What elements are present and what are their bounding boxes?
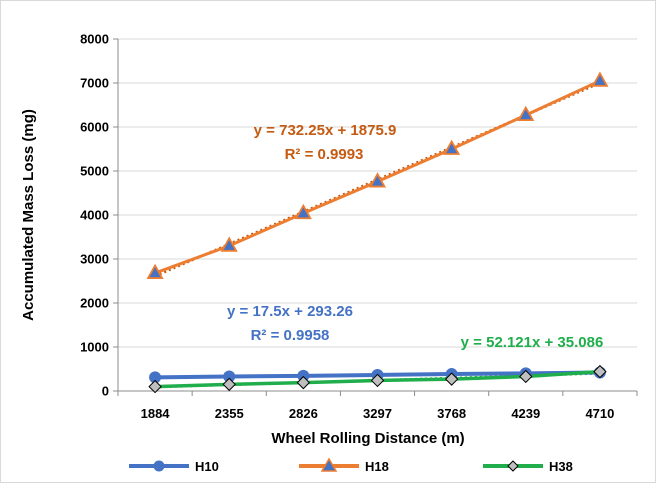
h38-trendline-equation: y = 52.121x + 35.086 [461, 334, 604, 351]
x-tick-label: 4710 [585, 406, 614, 421]
x-tick-label: 4239 [511, 406, 540, 421]
h38-point [222, 377, 236, 392]
y-tick-label: 7000 [80, 76, 109, 91]
legend: H10 H18 H38 [129, 457, 573, 474]
h38-point [296, 375, 311, 390]
series [146, 71, 609, 394]
tick-labels: 0 1000 2000 3000 4000 5000 6000 7000 8000 1884 235… [80, 32, 614, 422]
h18-point [591, 71, 609, 87]
h10-point [297, 369, 310, 382]
y-tick-label: 1000 [80, 340, 109, 355]
legend-label-h18: H18 [365, 459, 389, 474]
gridlines [118, 38, 637, 348]
h38-point [148, 379, 162, 394]
x-tick-label: 1884 [141, 406, 171, 421]
legend-label-h38: H38 [549, 459, 573, 474]
h38-point [444, 372, 459, 386]
h10-point [223, 370, 236, 383]
y-tick-label: 4000 [80, 208, 109, 223]
h38-point [370, 373, 385, 388]
legend-item-h38: H38 [483, 459, 573, 474]
h18-point [517, 105, 535, 122]
x-tick-label: 3768 [437, 406, 466, 421]
x-axis-title: Wheel Rolling Distance (m) [271, 430, 464, 447]
h18-point [220, 236, 238, 252]
y-tick-label: 3000 [80, 252, 109, 267]
h18-trendline-r2: R² = 0.9993 [285, 146, 364, 163]
legend-label-h10: H10 [195, 459, 219, 474]
y-tick-label: 6000 [80, 120, 109, 135]
h38-point [519, 369, 533, 384]
axes [113, 38, 638, 396]
y-axis-title: Accumulated Mass Loss (mg) [20, 109, 37, 321]
h18-point [443, 139, 461, 155]
h10-point [149, 371, 162, 384]
h18-point [294, 203, 312, 220]
y-tick-label: 2000 [80, 296, 109, 311]
h38-point [593, 364, 607, 379]
h10-trendline-equation: y = 17.5x + 293.26 [227, 303, 353, 320]
h18-point [368, 172, 387, 188]
h18-point [146, 263, 164, 279]
legend-item-h18: H18 [299, 457, 389, 474]
h10-trendline-r2: R² = 0.9958 [251, 327, 330, 344]
y-tick-label: 0 [102, 384, 109, 399]
x-tick-label: 2355 [215, 406, 244, 421]
y-tick-label: 5000 [80, 164, 109, 179]
x-tick-label: 2826 [289, 406, 318, 421]
legend-item-h10: H10 [129, 459, 219, 474]
h18-trendline-equation: y = 732.25x + 1875.9 [254, 122, 397, 139]
x-tick-label: 3297 [363, 406, 392, 421]
y-tick-label: 8000 [80, 32, 109, 47]
